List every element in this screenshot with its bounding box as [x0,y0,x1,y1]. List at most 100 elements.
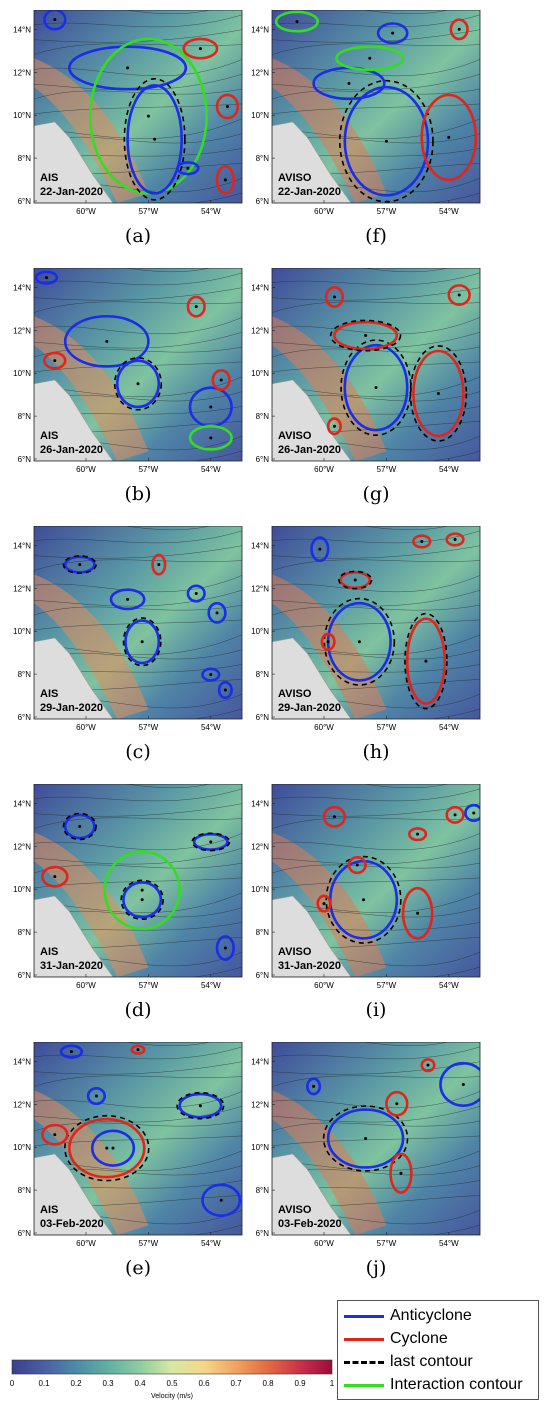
colorbar-tick-label: 1 [330,1379,335,1388]
current-band [34,316,149,461]
panel-date-label: 31-Jan-2020 [278,960,341,972]
y-tick-label: 14°N [13,541,31,550]
panel-caption-c: (c) [125,741,151,763]
x-tick-label: 60°W [76,465,96,474]
anticyclone-contour [63,555,96,574]
panel-caption-b: (b) [124,483,152,505]
y-tick-label: 12°N [13,326,31,335]
cyclone-contour [412,349,465,438]
x-tick-label: 60°W [314,723,334,732]
land-mass [272,637,352,719]
x-tick-label: 60°W [314,981,334,990]
anticyclone-contour [207,601,227,624]
last-contour [322,1105,409,1172]
y-tick-label: 8°N [256,154,270,163]
last-contour-swatch [344,1360,384,1364]
land-mass [272,121,352,203]
panel-date-label: 31-Jan-2020 [40,960,103,972]
cyclone-contour [412,534,432,549]
y-tick-label: 12°N [13,842,31,851]
map-panel-c: 6°N 8°N 10°N 12°N 14°N 60°W 57°W 54°W AIS 29-Jan-… [13,526,243,732]
panel-caption-i: (i) [365,999,387,1021]
colorbar-tick-label: 0.9 [294,1379,306,1388]
y-tick-label: 12°N [251,326,269,335]
land-mass [272,1153,352,1235]
x-tick-label: 57°W [377,465,397,474]
land-mass [272,895,352,977]
y-tick-label: 8°N [256,928,270,937]
cyclone-contour [339,571,372,590]
anticyclone-contour [178,1092,223,1119]
map-panel-i: 6°N 8°N 10°N 12°N 14°N 60°W 57°W 54°W AVISO 31-Ja… [251,784,481,990]
y-tick-label: 14°N [251,283,269,292]
land-mass [34,637,114,719]
y-tick-label: 8°N [18,1186,32,1195]
y-tick-label: 6°N [18,713,32,722]
y-tick-label: 14°N [251,25,269,34]
y-tick-label: 8°N [18,412,32,421]
panel-caption-e: (e) [124,1257,152,1279]
cyclone-contour [186,295,206,318]
cyclone-contour [449,18,469,41]
land-mass [34,1153,114,1235]
y-tick-label: 10°N [13,885,31,894]
panel-date-label: 26-Jan-2020 [278,444,341,456]
colorbar-tick-label: 0.3 [102,1379,114,1388]
y-tick-label: 12°N [251,842,269,851]
y-tick-label: 10°N [251,627,269,636]
x-tick-label: 57°W [377,1239,397,1248]
last-contour [123,77,186,201]
last-contour [64,1114,150,1182]
anticyclone-contour [63,314,150,368]
cyclone-contour [43,351,67,370]
anticyclone-contour [86,1087,107,1106]
map-panel-h: 6°N 8°N 10°N 12°N 14°N 60°W 57°W 54°W AVISO 29-Ja… [251,526,481,732]
x-tick-label: 57°W [377,207,397,216]
land-mass [34,895,114,977]
panel-date-label: 29-Jan-2020 [278,702,341,714]
legend-label-anticyclone: Anticyclone [390,1307,472,1324]
land-mass [34,379,114,461]
map-panel-a: 6°N 8°N 10°N 12°N 14°N 60°W 57°W 54°W AIS 22-Jan-… [13,10,243,216]
panel-date-label: 26-Jan-2020 [40,444,103,456]
anticyclone-contour [376,22,409,45]
panel-date-label: 22-Jan-2020 [40,186,103,198]
colorbar-tick-label: 0.5 [166,1379,178,1388]
y-tick-label: 12°N [13,1100,31,1109]
interaction-contour [188,424,233,451]
interaction-contour [335,45,405,72]
panel-source-label: AIS [40,946,58,958]
cyclone-contour [333,320,399,351]
current-band [272,316,387,461]
legend-item-anticyclone: Anticyclone [344,1305,472,1327]
x-tick-label: 60°W [314,1239,334,1248]
anticyclone-contour [326,1108,405,1169]
cyclone-contour [401,886,434,940]
y-tick-label: 12°N [251,584,269,593]
cyclone-contour [215,165,235,195]
cyclone-contour [41,1123,69,1146]
anticyclone-contour [63,813,96,840]
anticyclone-contour [59,1044,84,1059]
cyclone-contour [322,805,347,828]
map-panel-j: 6°N 8°N 10°N 12°N 14°N 60°W 57°W 54°W AVISO 03-Fe… [251,1042,481,1248]
panel-source-label: AIS [40,430,58,442]
anticyclone-contour [310,536,330,563]
panel-source-label: AIS [40,688,58,700]
y-tick-label: 8°N [256,412,270,421]
colorbar-label: Velocity (m/s) [151,1393,193,1400]
cyclone-contour [347,856,367,875]
cyclone-contour [445,532,465,547]
cyclone-contour [324,286,345,308]
cyclone-contour [445,805,465,824]
cyclone-contour [389,1152,413,1194]
y-tick-label: 10°N [251,885,269,894]
y-tick-label: 6°N [256,197,270,206]
x-tick-label: 54°W [201,723,221,732]
cyclone-swatch [344,1337,384,1341]
anticyclone-contour [90,1129,136,1167]
y-tick-label: 10°N [13,369,31,378]
colorbar-tick-label: 0.1 [38,1379,50,1388]
colorbar-tick-label: 0.2 [70,1379,82,1388]
panel-caption-f: (f) [365,225,387,247]
